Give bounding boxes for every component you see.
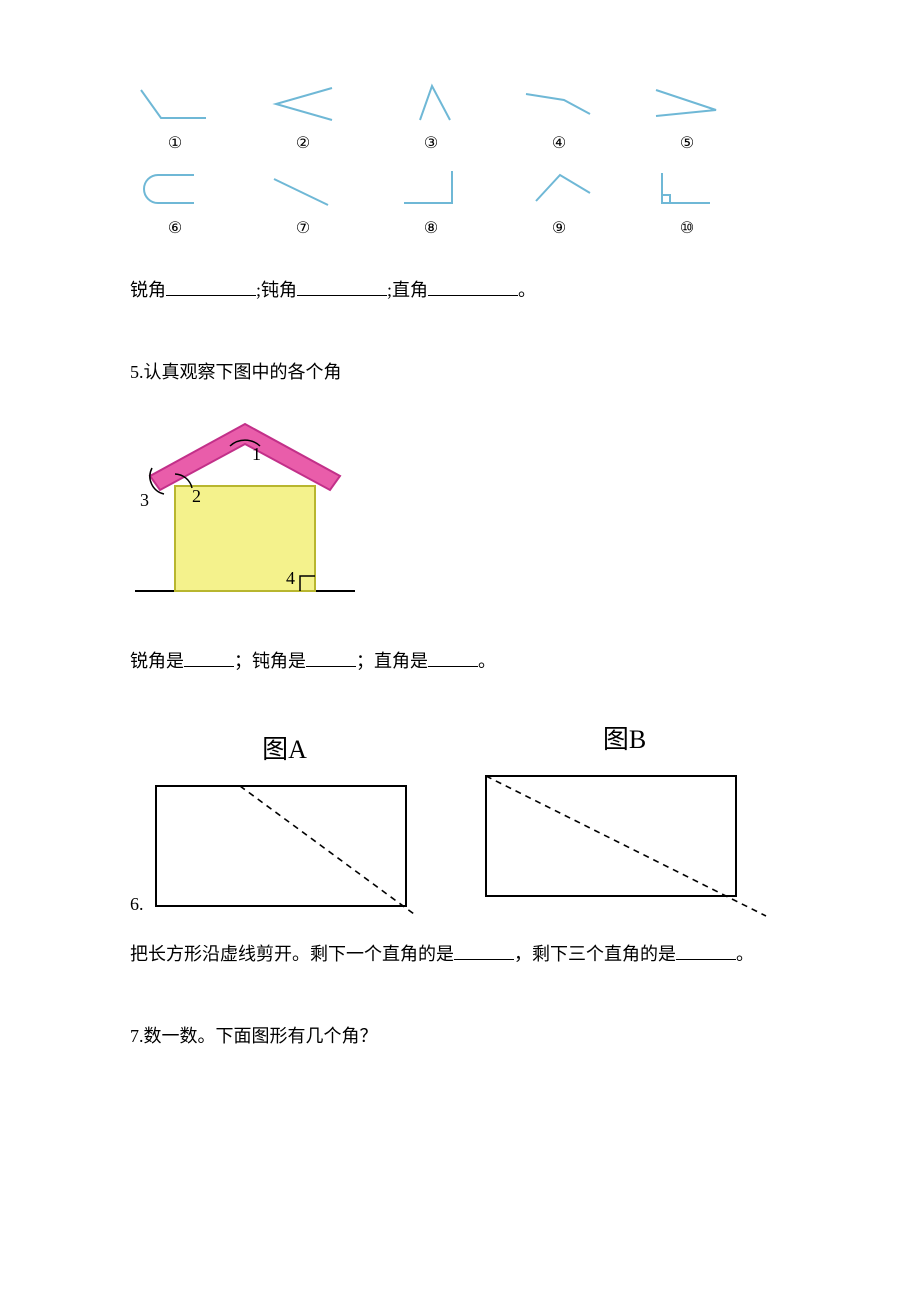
figure-A-title: 图A	[262, 727, 307, 774]
house-roof	[150, 424, 340, 490]
angle-7-label: ⑦	[296, 215, 310, 244]
angle-2-label: ②	[296, 130, 310, 159]
q5-title: 5.认真观察下图中的各个角	[130, 356, 790, 388]
angle-4: ④	[520, 80, 598, 159]
q5-p1: 锐角是	[130, 651, 184, 671]
q6-text1: 把长方形沿虚线剪开。剩下一个直角的是	[130, 944, 454, 964]
q4-label-right: ;直角	[387, 280, 428, 300]
q6-number: 6.	[130, 888, 144, 920]
q6-figures: 6. 图A 图B	[130, 717, 790, 920]
angle-6-svg	[136, 165, 214, 213]
q5-p2: ；钝角是	[234, 651, 306, 671]
angle-10-label: ⑩	[680, 215, 694, 244]
worksheet-page: ① ② ③ ④ ⑤ ⑥ ⑦ ⑧	[0, 0, 920, 1141]
q4-label-obtuse: ;钝角	[256, 280, 297, 300]
figure-A: 图A	[150, 727, 420, 920]
angle-9: ⑨	[520, 165, 598, 244]
figure-B-title: 图B	[603, 717, 646, 764]
q4-label-acute: 锐角	[130, 280, 166, 300]
q6-blank-2[interactable]	[676, 939, 736, 960]
angle-3-svg	[392, 80, 470, 128]
angle-row-1: ① ② ③ ④ ⑤	[136, 80, 790, 159]
q6-text2: ，剩下三个直角的是	[514, 944, 676, 964]
house-label-2: 2	[192, 486, 201, 506]
q5-fill-line: 锐角是 ；钝角是 ；直角是 。	[130, 645, 790, 677]
house-svg: 1 2 3 4	[130, 416, 360, 606]
angle-6: ⑥	[136, 165, 214, 244]
house-label-1: 1	[252, 444, 261, 464]
q7-title: 7.数一数。下面图形有几个角？	[130, 1020, 790, 1052]
angle-9-svg	[520, 165, 598, 213]
angle-1: ①	[136, 80, 214, 159]
angle-5: ⑤	[648, 80, 726, 159]
q5-p3: ；直角是	[356, 651, 428, 671]
house-label-3: 3	[140, 490, 149, 510]
angle-7-svg	[264, 165, 342, 213]
angle-3-label: ③	[424, 130, 438, 159]
q6-suffix: 。	[736, 944, 754, 964]
angle-7: ⑦	[264, 165, 342, 244]
q5-blank-right[interactable]	[428, 646, 478, 667]
angle-1-svg	[136, 80, 214, 128]
q5-blank-obtuse[interactable]	[306, 646, 356, 667]
angle-1-label: ①	[168, 130, 182, 159]
angle-9-label: ⑨	[552, 215, 566, 244]
angle-8-label: ⑧	[424, 215, 438, 244]
angle-2-svg	[264, 80, 342, 128]
angle-10-svg	[648, 165, 726, 213]
q5-house: 1 2 3 4	[130, 416, 790, 616]
q5-suffix: 。	[478, 651, 496, 671]
angle-8: ⑧	[392, 165, 470, 244]
angle-3: ③	[392, 80, 470, 159]
angle-5-svg	[648, 80, 726, 128]
angle-row-2: ⑥ ⑦ ⑧ ⑨ ⑩	[136, 165, 790, 244]
angle-10: ⑩	[648, 165, 726, 244]
q4-blank-acute[interactable]	[166, 275, 256, 296]
q6-blank-1[interactable]	[454, 939, 514, 960]
angle-2: ②	[264, 80, 342, 159]
house-label-4: 4	[286, 568, 295, 588]
angle-4-label: ④	[552, 130, 566, 159]
rect-B	[486, 776, 736, 896]
angle-8-svg	[392, 165, 470, 213]
q4-blank-right[interactable]	[428, 275, 518, 296]
figure-A-svg	[150, 780, 420, 920]
angle-5-label: ⑤	[680, 130, 694, 159]
figure-B-svg	[480, 770, 770, 920]
q5-blank-acute[interactable]	[184, 646, 234, 667]
figure-B: 图B	[480, 717, 770, 920]
angle-6-label: ⑥	[168, 215, 182, 244]
q4-blank-obtuse[interactable]	[297, 275, 387, 296]
q4-suffix: 。	[518, 280, 536, 300]
q6-fill-line: 把长方形沿虚线剪开。剩下一个直角的是 ，剩下三个直角的是 。	[130, 938, 790, 970]
rect-A	[156, 786, 406, 906]
dash-A	[240, 786, 414, 914]
q4-fill-line: 锐角 ;钝角 ;直角 。	[130, 274, 790, 306]
angle-4-svg	[520, 80, 598, 128]
